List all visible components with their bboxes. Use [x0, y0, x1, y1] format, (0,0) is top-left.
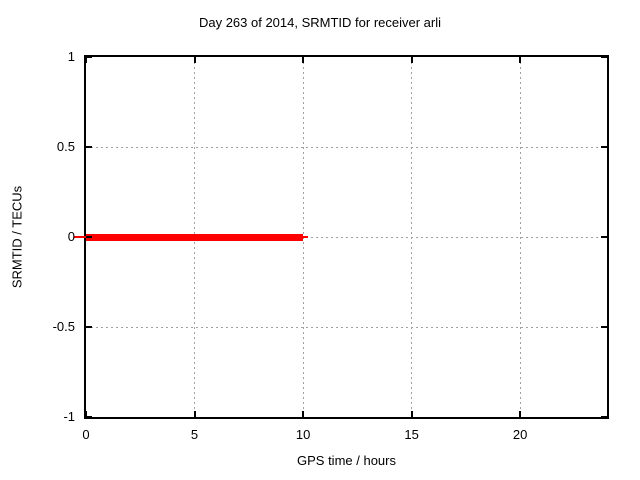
y-tick-mark — [86, 236, 92, 238]
x-tick-mark — [302, 411, 305, 417]
x-tick-mark-top — [410, 57, 413, 63]
x-tick-mark-top — [193, 57, 196, 63]
y-tick-mark-right — [601, 56, 607, 58]
y-tick-label: -0.5 — [52, 319, 75, 334]
x-tick-mark-top — [85, 57, 87, 63]
y-tick-label: 1 — [67, 49, 75, 64]
x-axis-label: GPS time / hours — [297, 453, 396, 468]
y-tick-mark-right — [601, 326, 607, 328]
y-tick-label: -1 — [63, 409, 75, 424]
chart-title: Day 263 of 2014, SRMTID for receiver arl… — [198, 15, 442, 30]
x-tick-label: 10 — [295, 427, 311, 442]
x-tick-mark-top — [519, 57, 522, 63]
y-tick-mark-right — [601, 236, 607, 238]
y-tick-mark — [86, 326, 92, 328]
series-srmtid-line — [86, 234, 304, 241]
x-tick-label: 20 — [512, 427, 528, 442]
y-tick-mark — [86, 416, 92, 418]
y-tick-label: 0.5 — [56, 139, 75, 154]
x-tick-label: 0 — [82, 427, 90, 442]
x-tick-mark — [519, 411, 522, 417]
x-tick-mark — [193, 411, 196, 417]
x-tick-mark-top — [302, 57, 305, 63]
y-tick-mark — [86, 146, 92, 148]
x-tick-label: 15 — [404, 427, 419, 442]
y-gridline — [86, 236, 607, 238]
y-tick-mark-right — [601, 416, 607, 418]
y-gridline — [86, 326, 607, 328]
x-tick-mark — [410, 411, 413, 417]
y-tick-label: 0 — [67, 229, 75, 244]
y-gridline — [86, 146, 607, 148]
x-tick-mark — [85, 411, 87, 417]
y-tick-mark-right — [601, 146, 607, 148]
y-tick-mark — [86, 56, 92, 58]
x-tick-label: 5 — [190, 427, 199, 442]
